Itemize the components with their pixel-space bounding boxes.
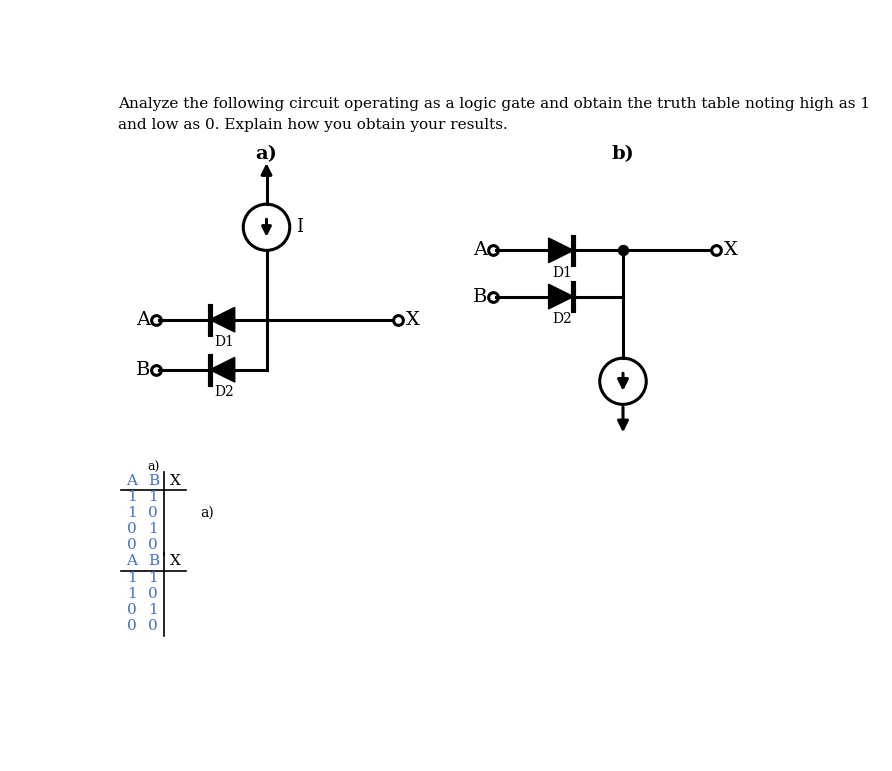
Text: 0: 0 — [127, 603, 136, 617]
Text: 1: 1 — [127, 571, 136, 584]
Text: 1: 1 — [148, 522, 158, 536]
Text: A: A — [126, 473, 137, 487]
Text: D2: D2 — [214, 386, 234, 399]
Text: B: B — [136, 361, 150, 379]
Text: A: A — [474, 241, 487, 259]
Text: a): a) — [200, 506, 213, 520]
Text: 0: 0 — [148, 506, 158, 520]
Text: 1: 1 — [127, 587, 136, 601]
Text: A: A — [136, 311, 150, 328]
Text: 0: 0 — [127, 538, 136, 552]
Text: 0: 0 — [148, 538, 158, 552]
Polygon shape — [210, 308, 235, 332]
Polygon shape — [210, 358, 235, 382]
Polygon shape — [549, 238, 574, 263]
Text: 0: 0 — [127, 619, 136, 633]
Text: 0: 0 — [148, 619, 158, 633]
Polygon shape — [549, 284, 574, 309]
Text: B: B — [148, 473, 159, 487]
Text: 1: 1 — [148, 571, 158, 584]
Text: 1: 1 — [148, 490, 158, 503]
Text: 1: 1 — [127, 490, 136, 503]
Text: D1: D1 — [553, 266, 573, 280]
Text: X: X — [723, 241, 738, 259]
Text: B: B — [148, 554, 159, 568]
Text: X: X — [169, 554, 180, 568]
Text: a): a) — [256, 145, 277, 163]
Text: 0: 0 — [127, 522, 136, 536]
Text: X: X — [406, 311, 420, 328]
Text: Analyze the following circuit operating as a logic gate and obtain the truth tab: Analyze the following circuit operating … — [118, 97, 870, 132]
Text: b): b) — [612, 145, 634, 163]
Text: a): a) — [147, 461, 160, 474]
Text: B: B — [473, 288, 487, 305]
Text: 0: 0 — [148, 587, 158, 601]
Text: I: I — [296, 218, 303, 236]
Text: X: X — [169, 473, 180, 487]
Text: 1: 1 — [127, 506, 136, 520]
Text: D2: D2 — [553, 312, 573, 326]
Text: 1: 1 — [148, 603, 158, 617]
Text: A: A — [126, 554, 137, 568]
Text: D1: D1 — [214, 335, 234, 349]
